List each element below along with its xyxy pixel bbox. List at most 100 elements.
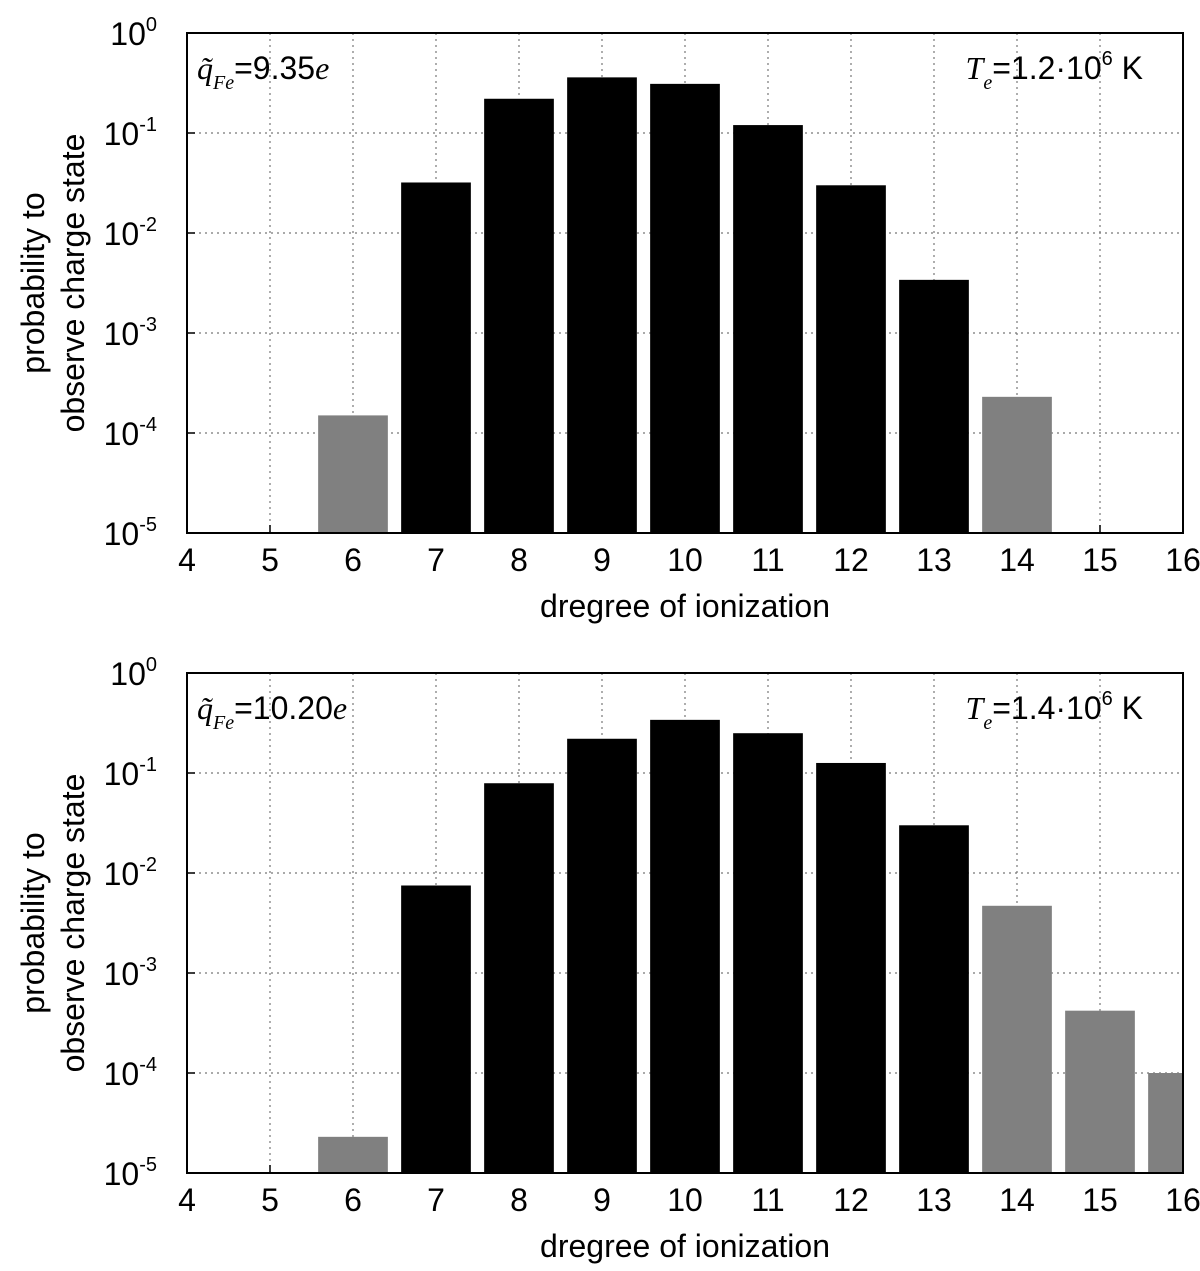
annotation-part: 6: [1102, 688, 1113, 710]
x-tick-label: 9: [593, 1182, 611, 1218]
annotation-part: e: [315, 50, 329, 86]
x-tick-label: 10: [667, 1182, 703, 1218]
bar: [816, 185, 886, 533]
axes-frame: [186, 672, 1184, 1174]
x-tick-label: 15: [1082, 542, 1118, 578]
bar: [650, 719, 720, 1173]
x-tick-label: 8: [510, 542, 528, 578]
x-tick-label: 10: [667, 542, 703, 578]
annotation-part: Fe: [212, 72, 234, 94]
x-tick-label: 11: [751, 542, 784, 578]
bar: [816, 762, 886, 1173]
annotation-part: e: [333, 690, 347, 726]
bar: [318, 415, 388, 533]
y-tick-label: 10-4: [104, 414, 157, 452]
y-tick-exponent: 0: [146, 654, 157, 676]
annotation: Te=1.4·106 K: [966, 688, 1143, 734]
bar: [982, 905, 1052, 1173]
x-tick-label: 15: [1082, 1182, 1118, 1218]
y-tick-base: 10: [104, 856, 140, 892]
x-tick-label: 12: [833, 542, 869, 578]
x-tick-label: 5: [261, 1182, 279, 1218]
y-tick-exponent: -5: [139, 514, 157, 536]
x-tick-label: 9: [593, 542, 611, 578]
y-tick-label: 10-2: [104, 854, 157, 892]
annotation-part: q̃: [197, 690, 213, 726]
y-tick-base: 10: [104, 316, 140, 352]
y-tick-exponent: -3: [139, 314, 157, 336]
annotation: q̃Fe=9.35e: [197, 50, 329, 94]
y-axis-label: observe charge state: [55, 134, 91, 433]
x-tick-label: 6: [344, 542, 362, 578]
annotation-part: e: [983, 712, 992, 734]
bar: [733, 733, 803, 1173]
annotation-part: =10.20: [234, 690, 333, 726]
annotation: Te=1.2·106 K: [966, 48, 1143, 94]
bar: [1065, 1010, 1135, 1173]
y-tick-exponent: -4: [139, 1054, 157, 1076]
y-tick-base: 10: [110, 656, 146, 692]
annotation-part: e: [983, 72, 992, 94]
annotation-part: Fe: [212, 712, 234, 734]
bar: [567, 77, 637, 533]
y-tick-label: 10-1: [104, 114, 157, 152]
annotation-part: =9.35: [234, 50, 315, 86]
x-tick-label: 5: [261, 542, 279, 578]
y-tick-exponent: -5: [139, 1154, 157, 1176]
y-tick-base: 10: [104, 1156, 140, 1192]
chart: 4 5 6 7 8 9 10 11 12 13 14 15 1610-510-410-310-210-1…: [15, 14, 1200, 624]
x-tick-label: 7: [427, 542, 445, 578]
y-axis-label: observe charge state: [55, 774, 91, 1073]
y-tick-exponent: -1: [139, 754, 157, 776]
y-tick-base: 10: [104, 956, 140, 992]
annotation-part: T: [966, 690, 986, 726]
x-tick-label: 11: [751, 1182, 784, 1218]
bar: [733, 125, 803, 533]
y-tick-base: 10: [104, 416, 140, 452]
bar: [484, 783, 554, 1173]
y-tick-base: 10: [110, 16, 146, 52]
annotation-part: K: [1113, 50, 1143, 86]
x-tick-label: 4: [178, 542, 196, 578]
x-tick-label: 14: [999, 542, 1035, 578]
y-tick-label: 10-3: [104, 954, 157, 992]
y-tick-label: 10-2: [104, 214, 157, 252]
x-tick-label: 13: [916, 1182, 952, 1218]
annotation-part: q̃: [197, 50, 213, 86]
y-tick-label: 10-1: [104, 754, 157, 792]
chart: 4 5 6 7 8 9 10 11 12 13 14 15 1610-510-410-310-210-1…: [15, 654, 1200, 1264]
x-tick-label: 13: [916, 542, 952, 578]
x-tick-label: 14: [999, 1182, 1035, 1218]
bar: [899, 825, 969, 1173]
annotation-part: T: [966, 50, 986, 86]
y-tick-exponent: 0: [146, 14, 157, 36]
x-tick-label: 4: [178, 1182, 196, 1218]
y-axis-label: probability to: [15, 192, 51, 373]
y-tick-base: 10: [104, 516, 140, 552]
y-tick-exponent: -4: [139, 414, 157, 436]
y-tick-label: 100: [110, 14, 157, 52]
bar: [650, 83, 720, 533]
x-axis-label: dregree of ionization: [540, 588, 830, 624]
bar: [401, 885, 471, 1173]
y-tick-exponent: -2: [139, 214, 157, 236]
y-tick-base: 10: [104, 116, 140, 152]
y-tick-base: 10: [104, 216, 140, 252]
y-tick-label: 10-4: [104, 1054, 157, 1092]
x-tick-label: 8: [510, 1182, 528, 1218]
annotation-part: =1.4·10: [992, 690, 1101, 726]
bar: [982, 396, 1052, 533]
x-axis-label: dregree of ionization: [540, 1228, 830, 1264]
y-tick-exponent: -3: [139, 954, 157, 976]
bar: [318, 1136, 388, 1173]
y-tick-base: 10: [104, 756, 140, 792]
y-tick-exponent: -2: [139, 854, 157, 876]
y-tick-exponent: -1: [139, 114, 157, 136]
x-tick-label: 16: [1165, 1182, 1200, 1218]
bar: [401, 182, 471, 533]
annotation-part: K: [1113, 690, 1143, 726]
x-tick-label: 16: [1165, 542, 1200, 578]
y-axis-label: probability to: [15, 832, 51, 1013]
x-tick-label: 6: [344, 1182, 362, 1218]
